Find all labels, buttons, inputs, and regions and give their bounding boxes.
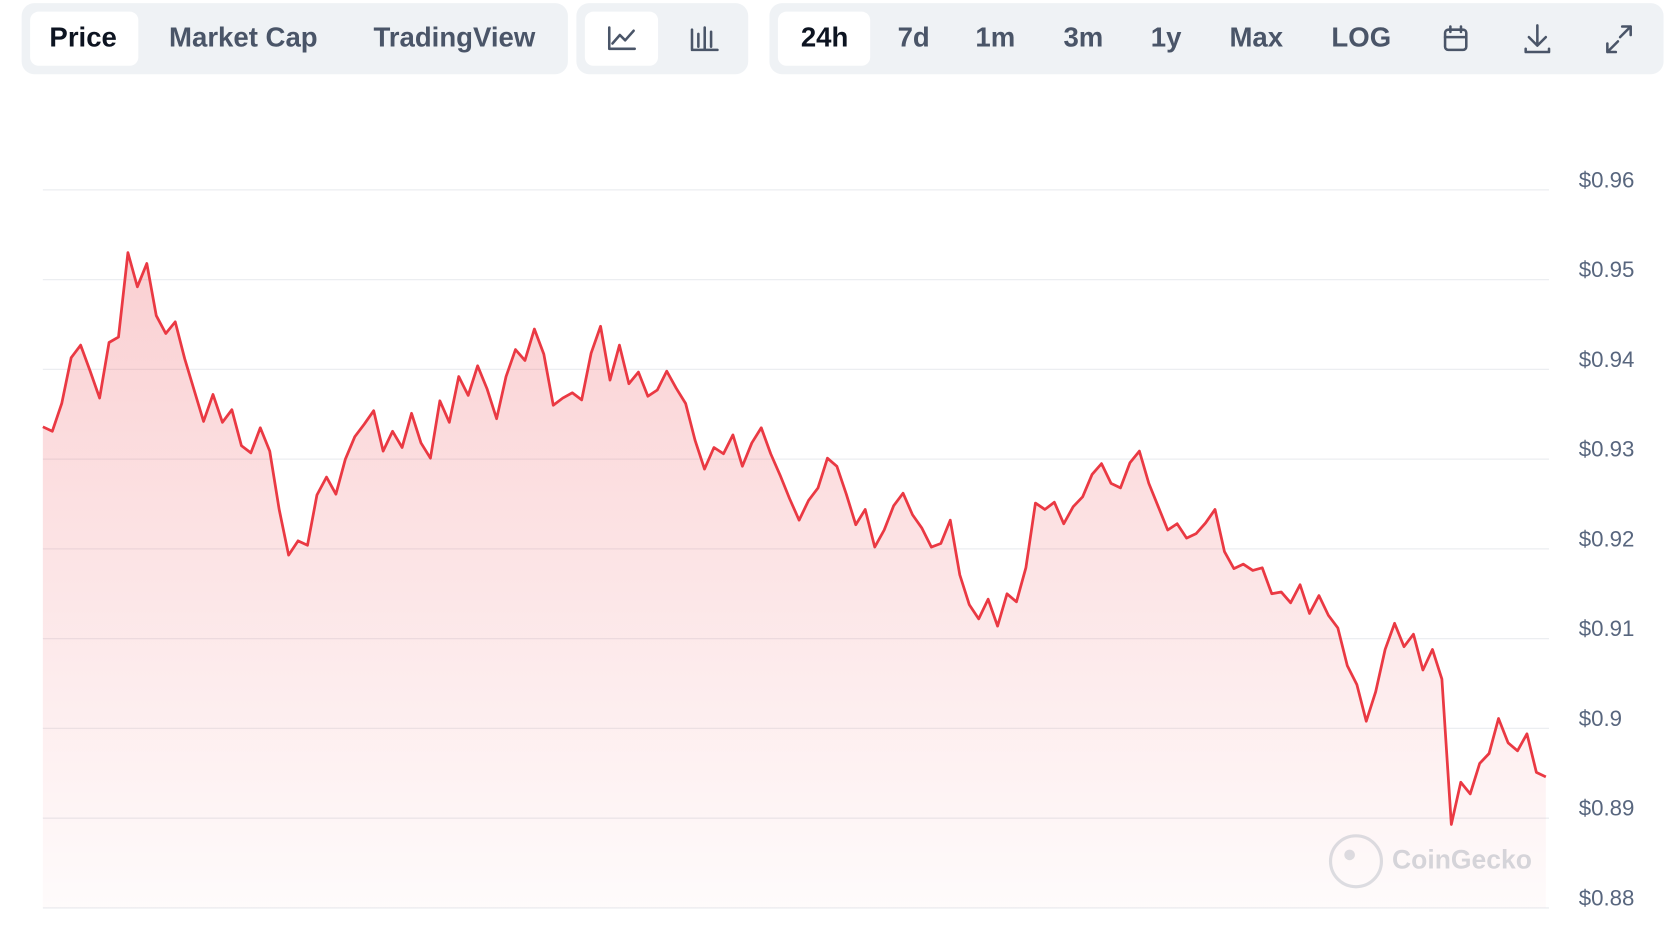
fullscreen-icon[interactable] xyxy=(1606,25,1632,54)
range-button[interactable]: 7d xyxy=(898,22,930,53)
range-active[interactable] xyxy=(777,11,871,66)
y-tick-label: $0.94 xyxy=(1579,347,1635,372)
y-tick-label: $0.92 xyxy=(1579,526,1635,551)
price-button[interactable] xyxy=(30,11,139,66)
watermark: CoinGecko xyxy=(1328,834,1532,889)
view-button[interactable]: TradingView xyxy=(373,22,535,53)
download-icon[interactable] xyxy=(1524,24,1551,54)
y-tick-label: $0.96 xyxy=(1579,167,1635,192)
line-chart-icon[interactable] xyxy=(607,26,636,51)
range-toolbar xyxy=(769,3,1664,75)
area-fill xyxy=(42,252,1546,908)
y-tick-label: $0.91 xyxy=(1579,616,1635,641)
range-button[interactable]: 1y xyxy=(1151,22,1182,53)
price-line xyxy=(42,251,1547,826)
y-tick-label: $0.88 xyxy=(1579,885,1635,910)
range-button[interactable]: 3m xyxy=(1063,22,1103,53)
y-tick-label: $0.89 xyxy=(1579,796,1635,821)
range-button[interactable]: 1m xyxy=(975,22,1015,53)
range-button[interactable]: Max xyxy=(1229,22,1283,53)
candlestick-icon[interactable] xyxy=(690,26,719,52)
view-toolbar xyxy=(21,3,568,75)
calendar-icon[interactable] xyxy=(1443,25,1468,52)
range-button[interactable]: 24h xyxy=(801,22,849,53)
y-tick-label: $0.93 xyxy=(1579,437,1635,462)
y-tick-label: $0.9 xyxy=(1579,706,1622,731)
y-tick-label: $0.95 xyxy=(1579,257,1635,282)
view-button[interactable]: Market Cap xyxy=(169,22,318,53)
line-chart-button[interactable] xyxy=(584,11,659,66)
view-button[interactable]: Price xyxy=(49,22,116,53)
range-button[interactable]: LOG xyxy=(1331,22,1391,53)
watermark-text: CoinGecko xyxy=(1392,844,1532,874)
